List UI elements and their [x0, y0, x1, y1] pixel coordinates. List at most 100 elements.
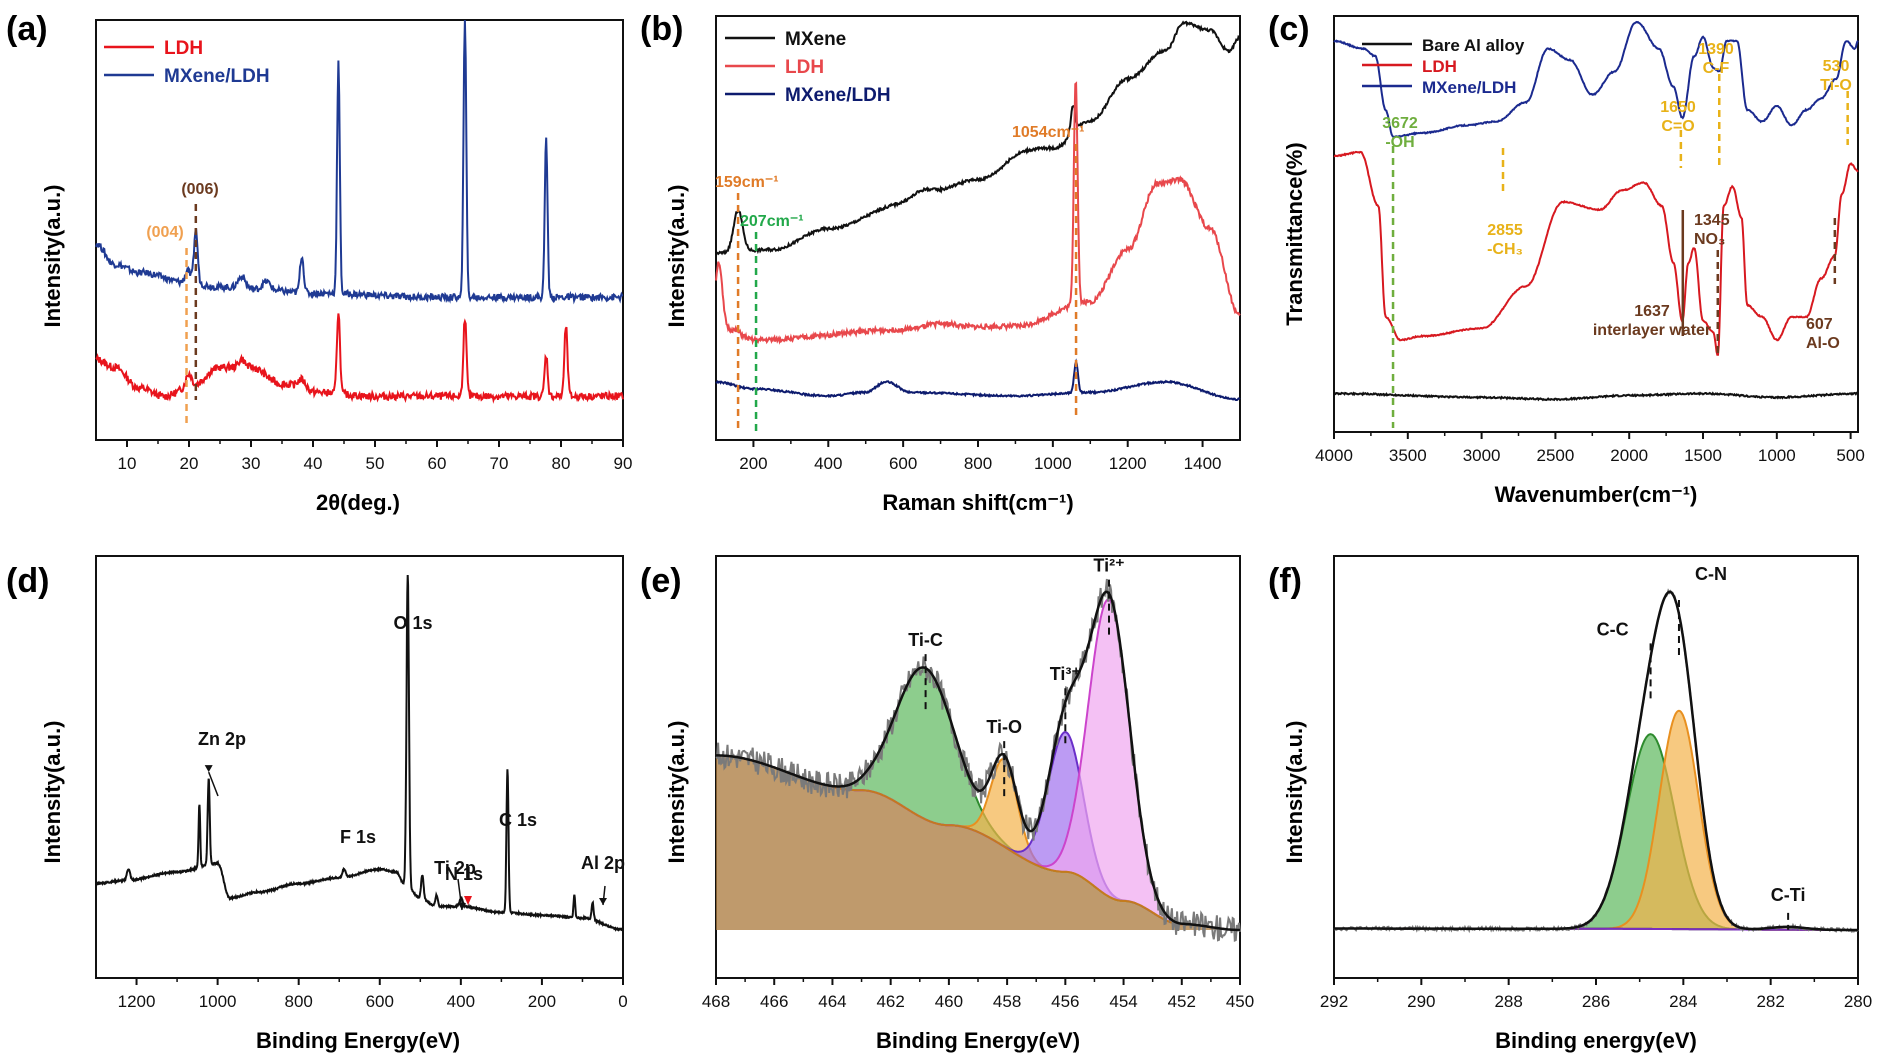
- x-tick-label-d-5: 200: [528, 992, 556, 1011]
- panel-c: (c) 4000 3500 3000 2500 2000 1500 1000 500 Bare …: [1268, 10, 1865, 507]
- panel-letter-a: (a): [6, 10, 48, 48]
- plot-area-e: 468 466 464 462 460 458 456 454 452 450 Ti-C Ti-O Ti…: [702, 555, 1254, 1011]
- x-tick-label-c-6: 1000: [1758, 446, 1796, 465]
- x-tick-label-e-8: 452: [1168, 992, 1196, 1011]
- series-line-c-1: [1333, 150, 1859, 356]
- plot-area-c: 4000 3500 3000 2500 2000 1500 1000 500 Bare Al a…: [1315, 15, 1865, 465]
- series-line-a-0: [95, 313, 624, 404]
- component-label-e-2: Ti³⁺: [1050, 664, 1081, 684]
- peak-arrow-d-1: [207, 771, 219, 797]
- x-tick-label-d-3: 600: [366, 992, 394, 1011]
- x-axis-label-f: Binding energy(eV): [1495, 1028, 1697, 1053]
- peak-label-d-6: Al 2p: [581, 853, 625, 873]
- x-tick-label-a-7: 80: [552, 454, 571, 473]
- component-label-e-1: Ti-O: [986, 717, 1022, 737]
- panel-letter-e: (e): [640, 562, 682, 600]
- x-tick-label-e-2: 464: [818, 992, 846, 1011]
- annotation-label-c-6: 1637: [1634, 303, 1670, 320]
- legend-label-a-1: MXene/LDH: [164, 66, 270, 87]
- x-tick-label-e-6: 456: [1051, 992, 1079, 1011]
- x-axis-label-d: Binding Energy(eV): [256, 1028, 460, 1053]
- x-tick-label-b-0: 200: [739, 454, 767, 473]
- annotation-label-a-0: (004): [146, 224, 183, 241]
- panel-d: (d) 1200 1000 800 600 400 200 0 O 1s Zn 2p F 1s C …: [6, 555, 628, 1053]
- panel-b: (b) 200 400 600 800 1000 1200 1400 MXene LDH MXen…: [640, 10, 1241, 515]
- annotation-label-b-0: 159cm⁻¹: [715, 174, 779, 191]
- component-label-f-0: C-C: [1597, 619, 1629, 639]
- annotation-sublabel-c-1: -CH₃: [1487, 241, 1523, 258]
- peak-label-d-3: C 1s: [499, 810, 537, 830]
- x-tick-label-a-6: 70: [490, 454, 509, 473]
- x-axis-label-a: 2θ(deg.): [316, 490, 400, 515]
- x-tick-label-d-6: 0: [618, 992, 627, 1011]
- peak-arrowhead-d-1: [204, 765, 213, 773]
- x-tick-label-e-5: 458: [993, 992, 1021, 1011]
- annotation-sublabel-c-5: NO₃: [1694, 231, 1725, 248]
- annotation-label-c-5: 1345: [1694, 212, 1730, 229]
- x-tick-label-c-3: 2500: [1536, 446, 1574, 465]
- annotation-label-c-2: 1650: [1660, 99, 1696, 116]
- x-tick-label-e-3: 462: [876, 992, 904, 1011]
- y-axis-label-e: Intensity(a.u.): [664, 720, 689, 863]
- peak-label-d-1: Zn 2p: [198, 729, 246, 749]
- annotation-sublabel-c-3: C-F: [1703, 60, 1730, 77]
- annotation-sublabel-c-0: -OH: [1385, 134, 1414, 151]
- x-tick-label-a-2: 30: [242, 454, 261, 473]
- x-tick-label-d-1: 1000: [199, 992, 237, 1011]
- x-tick-label-f-4: 284: [1669, 992, 1697, 1011]
- plot-area-d: 1200 1000 800 600 400 200 0 O 1s Zn 2p F 1s C 1s Ti…: [95, 555, 628, 1011]
- legend-label-b-1: LDH: [785, 57, 824, 78]
- n1s-red-arrow: [464, 896, 472, 905]
- series-line-b-0: [715, 20, 1241, 256]
- panel-letter-b: (b): [640, 10, 683, 48]
- peak-arrowhead-d-4: [458, 903, 466, 910]
- series-line-c-0: [1333, 391, 1859, 402]
- x-tick-label-f-3: 286: [1582, 992, 1610, 1011]
- legend-label-c-0: Bare Al alloy: [1422, 36, 1525, 55]
- annotation-label-c-4: 530: [1823, 58, 1850, 75]
- raw-data-line-f: [1333, 588, 1859, 934]
- x-axis-label-c: Wavenumber(cm⁻¹): [1495, 482, 1698, 507]
- plot-area-f: 292 290 288 286 284 282 280 C-C C-N C-Ti: [1320, 555, 1872, 1011]
- annotation-sublabel-c-6: interlayer water: [1593, 322, 1711, 339]
- x-tick-label-e-4: 460: [935, 992, 963, 1011]
- peak-label-d-4: Ti 2p: [434, 858, 476, 878]
- series-line-b-2: [715, 358, 1241, 401]
- legend-label-b-0: MXene: [785, 29, 846, 50]
- legend-label-c-1: LDH: [1422, 57, 1457, 76]
- x-tick-label-c-7: 500: [1836, 446, 1864, 465]
- y-axis-label-d: Intensity(a.u.): [40, 720, 65, 863]
- peak-label-d-5: N 1s: [445, 864, 483, 884]
- panel-letter-c: (c): [1268, 10, 1310, 48]
- x-tick-label-d-2: 800: [285, 992, 313, 1011]
- x-tick-label-e-7: 454: [1109, 992, 1137, 1011]
- annotation-sublabel-c-4: Ti-O: [1820, 77, 1852, 94]
- legend-label-b-2: MXene/LDH: [785, 85, 891, 106]
- panel-letter-f: (f): [1268, 562, 1302, 600]
- background-area-e: [716, 755, 1240, 930]
- peak-arrowhead-d-6: [599, 898, 607, 905]
- y-axis-label-a: Intensity(a.u.): [40, 184, 65, 327]
- x-tick-label-f-1: 290: [1407, 992, 1435, 1011]
- x-tick-label-e-1: 466: [760, 992, 788, 1011]
- series-line-d-0: [95, 574, 624, 932]
- component-label-f-2: C-Ti: [1771, 885, 1806, 905]
- x-tick-label-a-1: 20: [180, 454, 199, 473]
- x-tick-label-c-2: 3000: [1463, 446, 1501, 465]
- plot-area-b: 200 400 600 800 1000 1200 1400 MXene LDH MXene/LD…: [715, 15, 1241, 473]
- y-axis-label-f: Intensity(a.u.): [1282, 720, 1307, 863]
- x-tick-label-c-4: 2000: [1610, 446, 1648, 465]
- x-tick-label-a-4: 50: [366, 454, 385, 473]
- x-tick-label-c-5: 1500: [1684, 446, 1722, 465]
- x-tick-label-b-4: 1000: [1034, 454, 1072, 473]
- annotation-label-c-3: 1390: [1698, 41, 1734, 58]
- envelope-line-e: [716, 590, 1240, 932]
- plot-frame-a: [95, 19, 624, 441]
- annotation-sublabel-c-7: Al-O: [1806, 335, 1840, 352]
- x-tick-label-d-4: 400: [447, 992, 475, 1011]
- envelope-line-f: [1334, 590, 1858, 932]
- x-tick-label-a-5: 60: [428, 454, 447, 473]
- panel-letter-d: (d): [6, 562, 49, 600]
- legend-label-a-0: LDH: [164, 38, 203, 59]
- annotation-sublabel-c-2: C=O: [1661, 118, 1694, 135]
